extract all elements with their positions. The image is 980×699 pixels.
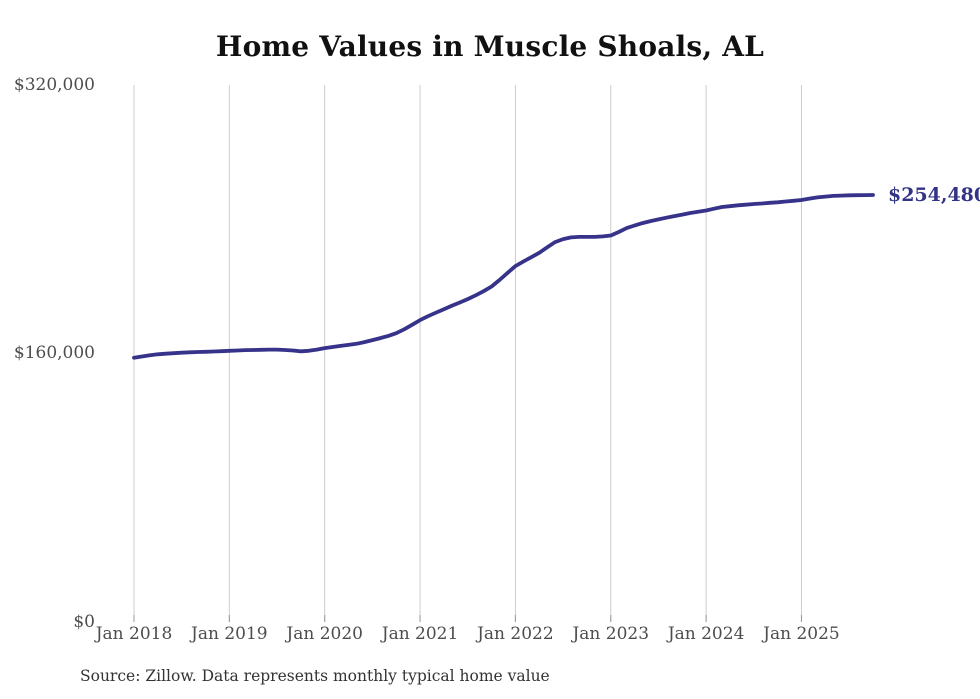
chart-title: Home Values in Muscle Shoals, AL: [215, 30, 765, 63]
gridlines: [133, 85, 802, 622]
source-note: Source: Zillow. Data represents monthly …: [80, 667, 550, 685]
x-axis-label: Jan 2024: [667, 624, 745, 644]
y-axis-label: $0: [73, 611, 95, 632]
x-axis-label: Jan 2025: [763, 624, 840, 644]
final-value-label: $254,480: [887, 183, 980, 206]
y-axis-label: $160,000: [13, 343, 95, 363]
home-value-line: [132, 193, 875, 360]
x-axis-label: Jan 2021: [381, 624, 459, 644]
x-axis-label: Jan 2019: [191, 624, 268, 644]
axis-ticks: [133, 615, 802, 622]
x-axis-label: Jan 2023: [572, 624, 650, 644]
x-axis-label: Jan 2020: [286, 624, 363, 644]
x-axis-label: Jan 2018: [95, 624, 173, 644]
y-axis-label: $320,000: [13, 74, 95, 95]
x-axis-label: Jan 2022: [477, 624, 554, 644]
